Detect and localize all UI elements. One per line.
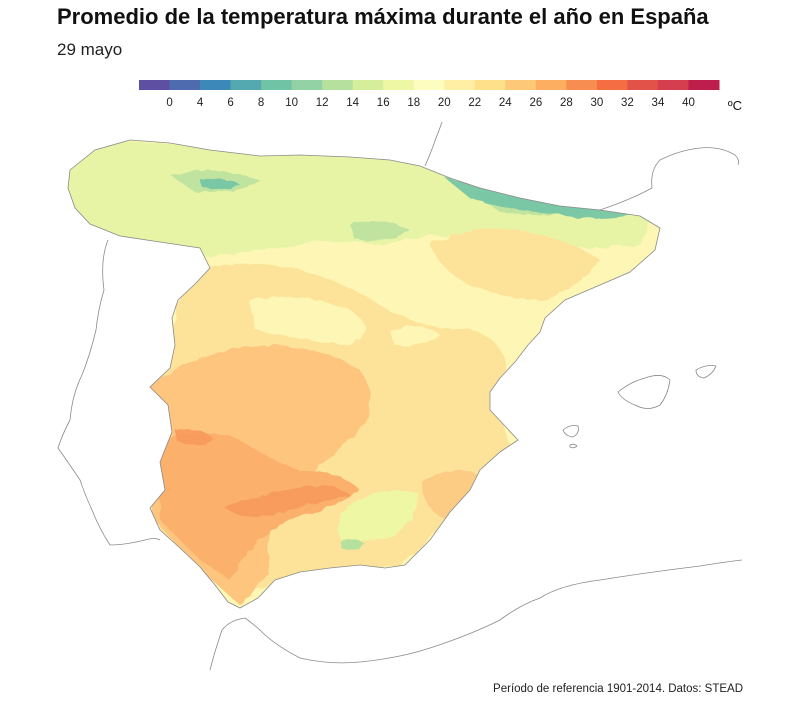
- legend-swatch: [413, 80, 445, 90]
- legend-tick-label: 32: [621, 97, 634, 109]
- legend-tick-label: 10: [285, 97, 298, 109]
- legend-swatch: [322, 80, 354, 90]
- zone-north-mild: [68, 140, 650, 258]
- legend-swatch: [505, 80, 537, 90]
- legend-swatch: [688, 80, 720, 90]
- legend-swatch: [566, 80, 598, 90]
- legend-tick-label: 28: [560, 97, 573, 109]
- legend-swatch: [291, 80, 323, 90]
- legend-tick-label: 34: [652, 97, 665, 109]
- map-subtitle: 29 mayo: [57, 40, 123, 59]
- legend-color-bar: [139, 80, 720, 90]
- zone-ebro-warm: [430, 229, 600, 300]
- map-title: Promedio de la temperatura máxima durant…: [57, 4, 709, 29]
- spain-border: [67, 139, 661, 609]
- legend-tick-label: 26: [529, 97, 542, 109]
- africa-coastline: [209, 559, 743, 671]
- ibiza-island: [562, 425, 579, 449]
- legend-tick-label: 16: [377, 97, 390, 109]
- legend-swatch: [657, 80, 689, 90]
- legend-swatch: [474, 80, 506, 90]
- legend-tick-label: 12: [316, 97, 329, 109]
- legend-tick-label: 22: [468, 97, 481, 109]
- legend-tick-label: 20: [438, 97, 451, 109]
- legend-swatch: [200, 80, 232, 90]
- legend-swatch: [383, 80, 415, 90]
- legend-unit: ºC: [728, 98, 742, 113]
- mallorca-island: [617, 375, 671, 409]
- zone-sierra-nevada-mild: [338, 491, 420, 550]
- temperature-map: [57, 121, 743, 671]
- menorca-island: [695, 365, 717, 379]
- zone-central-mountains: [250, 296, 440, 347]
- legend-tick-label: 0: [166, 97, 172, 109]
- legend-tick-label: 8: [258, 97, 264, 109]
- zone-hottest: [175, 428, 350, 518]
- legend-tick-label: 18: [407, 97, 420, 109]
- zone-sierra-nevada-cool: [340, 539, 365, 550]
- legend-tick-label: 14: [346, 97, 359, 109]
- legend-swatch: [444, 80, 476, 90]
- legend-swatch: [230, 80, 262, 90]
- legend-tick-label: 40: [682, 97, 695, 109]
- legend-swatch: [169, 80, 201, 90]
- temperature-field: [68, 140, 660, 608]
- legend-swatch: [535, 80, 567, 90]
- legend-tick-label: 30: [590, 97, 603, 109]
- zone-southeast-warm: [420, 471, 480, 520]
- legend-tick-label: 6: [227, 97, 233, 109]
- france-coastline: [424, 121, 739, 211]
- legend-tick-label: 4: [197, 97, 204, 109]
- legend-labels: 0 4 6 8 10 12 14 16 18 20 22 24 26 28 30 32 34 40: [166, 97, 695, 109]
- legend-swatch: [352, 80, 384, 90]
- legend-swatch: [261, 80, 293, 90]
- legend-swatch: [596, 80, 628, 90]
- legend-swatch: [139, 80, 171, 90]
- legend-swatch: [627, 80, 659, 90]
- zone-cantabria-cold: [200, 178, 630, 219]
- color-legend: 0 4 6 8 10 12 14 16 18 20 22 24 26 28 30 32 34 40 ºC: [139, 80, 742, 113]
- portugal-coastline: [57, 239, 161, 546]
- legend-tick-label: 24: [499, 97, 512, 109]
- source-caption: Período de referencia 1901-2014. Datos: …: [493, 683, 743, 695]
